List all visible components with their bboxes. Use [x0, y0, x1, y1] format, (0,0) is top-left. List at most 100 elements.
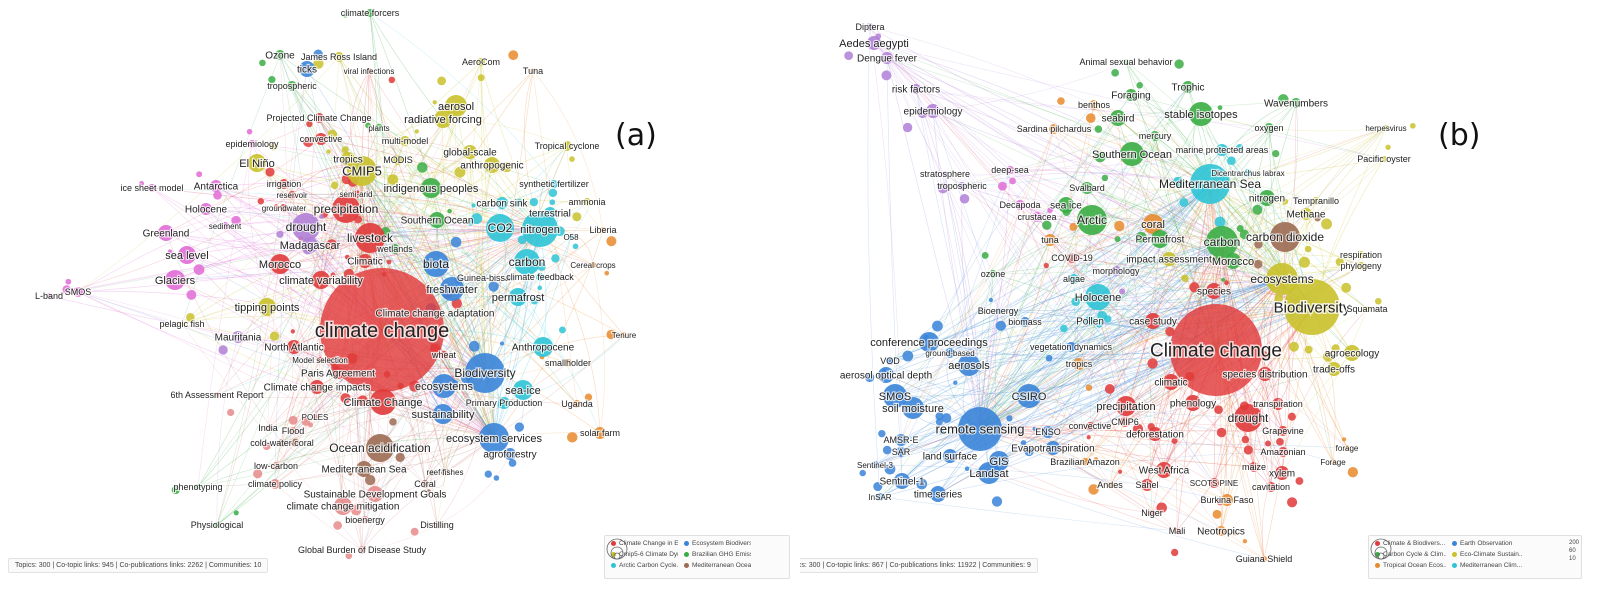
topic-node-unlabeled[interactable]: [1104, 315, 1112, 323]
topic-node-unlabeled[interactable]: [213, 190, 222, 200]
topic-node-unlabeled[interactable]: [257, 197, 265, 205]
topic-node-unlabeled[interactable]: [326, 239, 338, 251]
topic-node[interactable]: [942, 171, 948, 177]
topic-node[interactable]: [433, 521, 441, 529]
topic-node[interactable]: [366, 434, 394, 462]
topic-node[interactable]: [876, 493, 884, 501]
topic-node[interactable]: [440, 351, 448, 359]
topic-node-unlabeled[interactable]: [1094, 125, 1103, 133]
topic-node[interactable]: [1073, 358, 1085, 370]
legend-item[interactable]: Carbon Cycle & Clim...: [1375, 551, 1446, 558]
topic-node-unlabeled[interactable]: [333, 521, 342, 530]
topic-node-unlabeled[interactable]: [935, 418, 943, 426]
topic-node[interactable]: [498, 397, 510, 409]
topic-node[interactable]: [1266, 263, 1298, 295]
topic-node-unlabeled[interactable]: [1298, 256, 1310, 268]
topic-node-unlabeled[interactable]: [313, 58, 324, 69]
topic-node-unlabeled[interactable]: [501, 161, 512, 173]
topic-node-unlabeled[interactable]: [991, 496, 1003, 507]
topic-node-unlabeled[interactable]: [330, 272, 336, 278]
topic-node[interactable]: [989, 270, 997, 278]
topic-node[interactable]: [165, 270, 185, 290]
topic-node[interactable]: [550, 180, 558, 188]
topic-node-unlabeled[interactable]: [507, 274, 514, 282]
topic-node[interactable]: [210, 180, 222, 192]
topic-node[interactable]: [1190, 164, 1230, 204]
topic-node-unlabeled[interactable]: [1214, 216, 1226, 228]
topic-node-unlabeled[interactable]: [428, 470, 435, 477]
legend-item[interactable]: Mediterranean Clim...: [1452, 562, 1523, 569]
topic-node-unlabeled[interactable]: [1114, 236, 1121, 243]
topic-node[interactable]: [312, 271, 330, 289]
topic-node-unlabeled[interactable]: [389, 418, 397, 426]
topic-node[interactable]: [1330, 459, 1336, 465]
topic-node-unlabeled[interactable]: [878, 429, 886, 438]
topic-node-unlabeled[interactable]: [1239, 229, 1250, 240]
topic-node[interactable]: [1145, 313, 1161, 329]
topic-node[interactable]: [1151, 230, 1169, 248]
topic-node-unlabeled[interactable]: [488, 281, 499, 292]
topic-node-unlabeled[interactable]: [902, 350, 914, 362]
topic-node[interactable]: [310, 380, 324, 394]
topic-node-unlabeled[interactable]: [1088, 484, 1099, 495]
topic-node-unlabeled[interactable]: [937, 182, 949, 194]
topic-node[interactable]: [366, 68, 372, 74]
topic-node-unlabeled[interactable]: [1132, 423, 1144, 434]
topic-node[interactable]: [1086, 422, 1094, 430]
topic-node-unlabeled[interactable]: [468, 340, 480, 352]
topic-node-unlabeled[interactable]: [1147, 358, 1158, 369]
topic-node-unlabeled[interactable]: [1009, 177, 1016, 185]
topic-node[interactable]: [930, 486, 946, 502]
topic-node-unlabeled[interactable]: [414, 129, 419, 134]
topic-node[interactable]: [536, 273, 544, 281]
topic-node-unlabeled[interactable]: [1216, 427, 1227, 438]
topic-node[interactable]: [1089, 100, 1099, 110]
topic-node-unlabeled[interactable]: [1042, 220, 1052, 230]
topic-node-unlabeled[interactable]: [1409, 123, 1416, 129]
topic-node-unlabeled[interactable]: [218, 345, 228, 355]
topic-node[interactable]: [367, 486, 383, 502]
topic-node[interactable]: [421, 480, 429, 488]
topic-node-unlabeled[interactable]: [1253, 259, 1263, 269]
topic-node[interactable]: [179, 321, 185, 327]
topic-node-unlabeled[interactable]: [873, 481, 883, 492]
topic-node-unlabeled[interactable]: [515, 198, 523, 207]
topic-node[interactable]: [248, 154, 266, 172]
topic-node-unlabeled[interactable]: [1347, 467, 1359, 478]
topic-node[interactable]: [1067, 253, 1077, 263]
topic-node-unlabeled[interactable]: [233, 510, 239, 516]
topic-node-unlabeled[interactable]: [1020, 440, 1027, 446]
topic-node[interactable]: [1344, 345, 1360, 361]
topic-node-unlabeled[interactable]: [551, 254, 560, 263]
topic-node-unlabeled[interactable]: [65, 278, 72, 285]
topic-node-unlabeled[interactable]: [62, 285, 71, 294]
topic-node-unlabeled[interactable]: [350, 504, 362, 516]
topic-node[interactable]: [275, 50, 285, 60]
topic-node[interactable]: [1107, 482, 1113, 488]
topic-node[interactable]: [270, 479, 280, 489]
topic-node-unlabeled[interactable]: [471, 203, 476, 208]
topic-node[interactable]: [1049, 124, 1059, 134]
topic-node-unlabeled[interactable]: [1264, 440, 1271, 447]
topic-node-unlabeled[interactable]: [508, 50, 519, 61]
topic-node-unlabeled[interactable]: [1335, 257, 1344, 266]
topic-node[interactable]: [590, 262, 596, 268]
topic-node-unlabeled[interactable]: [1295, 477, 1304, 485]
topic-node-unlabeled[interactable]: [1227, 156, 1236, 166]
topic-node[interactable]: [1249, 462, 1259, 472]
topic-node-unlabeled[interactable]: [953, 380, 958, 385]
topic-node[interactable]: [958, 354, 980, 376]
topic-node[interactable]: [1182, 81, 1194, 93]
topic-node-unlabeled[interactable]: [388, 76, 396, 84]
topic-node-unlabeled[interactable]: [451, 298, 462, 309]
topic-node-unlabeled[interactable]: [301, 191, 306, 196]
legend-item[interactable]: Eco-Climate Sustain...: [1452, 551, 1523, 558]
topic-node[interactable]: [1209, 478, 1219, 488]
topic-node[interactable]: [1120, 142, 1144, 166]
topic-node-unlabeled[interactable]: [1341, 437, 1347, 442]
topic-node[interactable]: [434, 110, 452, 128]
topic-node[interactable]: [270, 254, 290, 274]
topic-node[interactable]: [214, 522, 220, 528]
topic-node-unlabeled[interactable]: [1321, 218, 1333, 230]
topic-node-unlabeled[interactable]: [1241, 435, 1250, 444]
